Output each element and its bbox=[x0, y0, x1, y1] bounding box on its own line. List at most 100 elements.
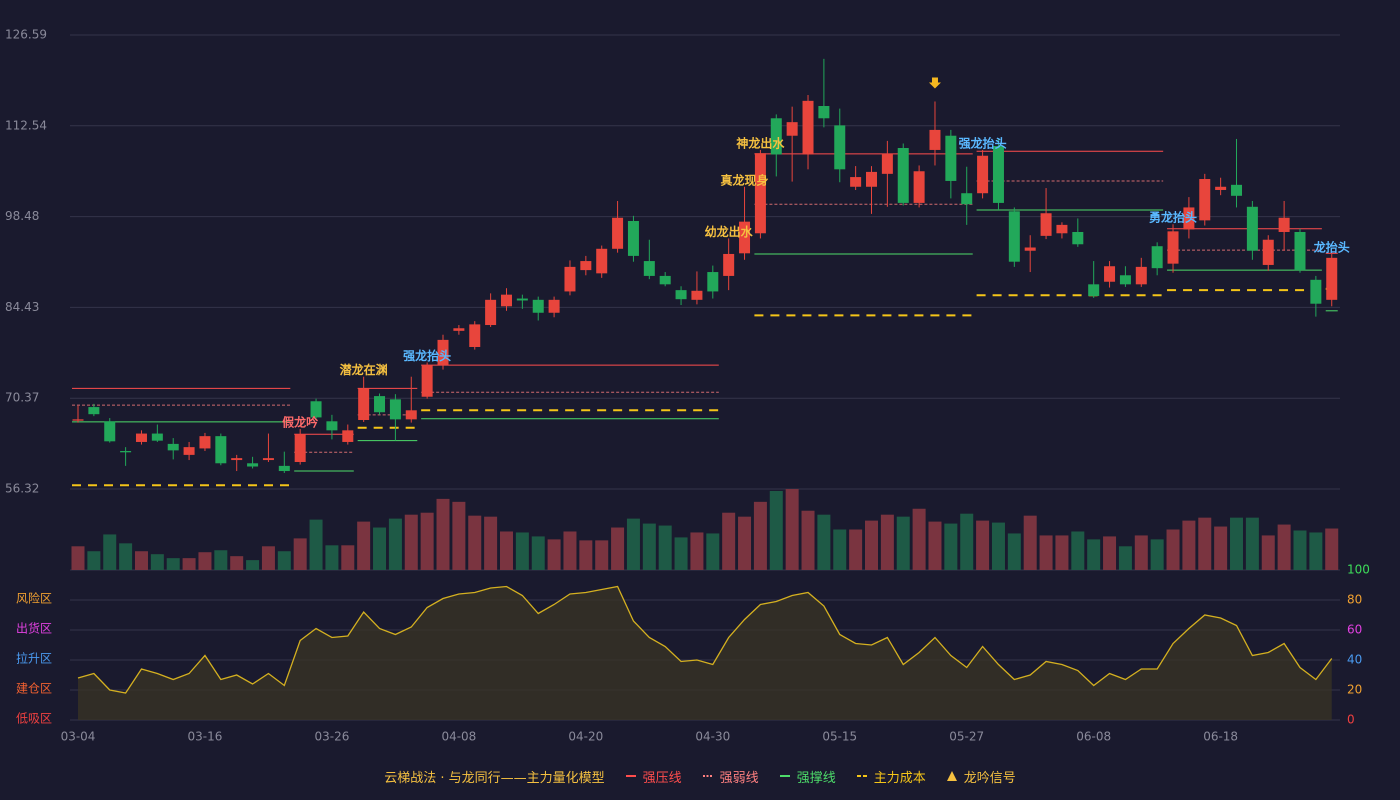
volume-bar bbox=[261, 546, 275, 570]
volume-bar bbox=[722, 512, 736, 570]
volume-bar bbox=[214, 550, 228, 570]
volume-bar bbox=[309, 519, 323, 570]
zone-label: 低吸区 bbox=[16, 712, 52, 726]
candle-body bbox=[104, 421, 116, 442]
volume-bar bbox=[769, 490, 783, 570]
zone-label: 建仓区 bbox=[16, 682, 52, 696]
candle-body bbox=[675, 290, 687, 300]
volume-bar bbox=[1134, 535, 1148, 570]
candle-body bbox=[231, 458, 243, 461]
candle-body bbox=[1072, 231, 1084, 245]
candle-body bbox=[1231, 184, 1243, 196]
osc-area bbox=[78, 586, 1332, 720]
candle-body bbox=[215, 436, 227, 464]
candle-body bbox=[183, 447, 195, 455]
legend-item: 主力成本 bbox=[856, 767, 926, 786]
candle-body bbox=[342, 430, 354, 442]
volume-bar bbox=[928, 521, 942, 570]
candle-body bbox=[580, 261, 592, 271]
volume-bar bbox=[801, 510, 815, 570]
candle-body bbox=[1199, 179, 1211, 221]
volume-bar bbox=[246, 560, 260, 570]
signal-label: 强龙抬头 bbox=[403, 348, 451, 363]
candle-body bbox=[707, 272, 719, 292]
volume-bar bbox=[912, 508, 926, 570]
signal-label: 神龙出水 bbox=[736, 135, 785, 150]
candle-body bbox=[532, 299, 544, 313]
candle-body bbox=[453, 328, 465, 331]
candle-body bbox=[199, 436, 211, 449]
volume-bar bbox=[436, 498, 450, 570]
candle-body bbox=[770, 118, 782, 155]
osc-tick-label: 20 bbox=[1347, 683, 1362, 697]
signal-label: 真龙现身 bbox=[721, 172, 769, 187]
candle-body bbox=[1246, 206, 1258, 251]
volume-bar bbox=[595, 540, 609, 570]
x-tick-label: 04-08 bbox=[441, 730, 476, 744]
volume-bar bbox=[1103, 536, 1117, 570]
volume-bar bbox=[865, 520, 878, 570]
volume-bar bbox=[484, 516, 498, 570]
candle-body bbox=[929, 129, 941, 150]
volume-bar bbox=[753, 501, 767, 570]
volume-bar bbox=[1039, 535, 1053, 570]
candle-body bbox=[72, 419, 84, 421]
volume-bar bbox=[1023, 515, 1037, 570]
y-tick-label: 56.32 bbox=[5, 482, 39, 496]
x-tick-label: 06-18 bbox=[1203, 730, 1238, 744]
volume-bar bbox=[71, 546, 85, 570]
legend-title: 云梯战法 · 与龙同行——主力量化模型 bbox=[384, 770, 605, 786]
candle-body bbox=[358, 388, 370, 420]
candle-body bbox=[374, 396, 386, 413]
signal-label: 勇龙抬头 bbox=[1149, 210, 1197, 225]
volume-bar bbox=[817, 514, 831, 570]
candle-body bbox=[913, 171, 925, 203]
candle-body bbox=[437, 339, 449, 366]
volume-bar bbox=[944, 523, 958, 570]
volume-bar bbox=[404, 514, 418, 570]
x-tick-label: 06-08 bbox=[1076, 730, 1111, 744]
candle-body bbox=[485, 299, 497, 326]
candle-body bbox=[500, 294, 512, 307]
candle-body bbox=[1151, 246, 1163, 269]
volume-bar bbox=[198, 552, 212, 570]
candle-body bbox=[1262, 239, 1274, 265]
volume-bar bbox=[119, 543, 133, 570]
osc-line bbox=[77, 585, 1333, 694]
volume-bar bbox=[1182, 520, 1196, 570]
volume-bar bbox=[976, 520, 990, 570]
candle-body bbox=[596, 248, 608, 274]
volume-bar bbox=[547, 539, 561, 570]
candle-body bbox=[754, 153, 766, 234]
volume-bar bbox=[1150, 539, 1164, 570]
volume-bar bbox=[896, 516, 910, 570]
volume-bar bbox=[1230, 517, 1244, 570]
volume-bar bbox=[1198, 517, 1212, 570]
candle-body bbox=[310, 401, 322, 418]
volume-bar bbox=[182, 558, 196, 570]
candle-body bbox=[326, 421, 338, 431]
candle-body bbox=[548, 299, 560, 313]
volume-bar bbox=[991, 522, 1005, 570]
candle-body bbox=[1135, 266, 1147, 285]
candle-body bbox=[866, 171, 877, 187]
candle-body bbox=[1183, 207, 1195, 230]
candle-body bbox=[643, 261, 655, 276]
candle-body bbox=[88, 407, 100, 415]
x-tick-label: 05-15 bbox=[822, 730, 857, 744]
volume-bar bbox=[230, 556, 244, 570]
legend-symbol bbox=[702, 775, 713, 777]
volume-bar bbox=[388, 518, 402, 570]
candle-body bbox=[992, 146, 1004, 203]
volume-bar bbox=[1277, 524, 1291, 570]
volume-bar bbox=[1261, 535, 1275, 570]
volume-bar bbox=[880, 514, 894, 570]
volume-bar bbox=[642, 523, 656, 570]
legend-label: 龙吟信号 bbox=[963, 770, 1016, 786]
legend-symbol bbox=[625, 775, 636, 777]
signal-label: 幼龙出水 bbox=[705, 224, 754, 239]
candle-body bbox=[294, 434, 306, 462]
candle-body bbox=[1294, 231, 1306, 271]
candle-body bbox=[1024, 247, 1036, 251]
candle-body bbox=[389, 399, 401, 420]
